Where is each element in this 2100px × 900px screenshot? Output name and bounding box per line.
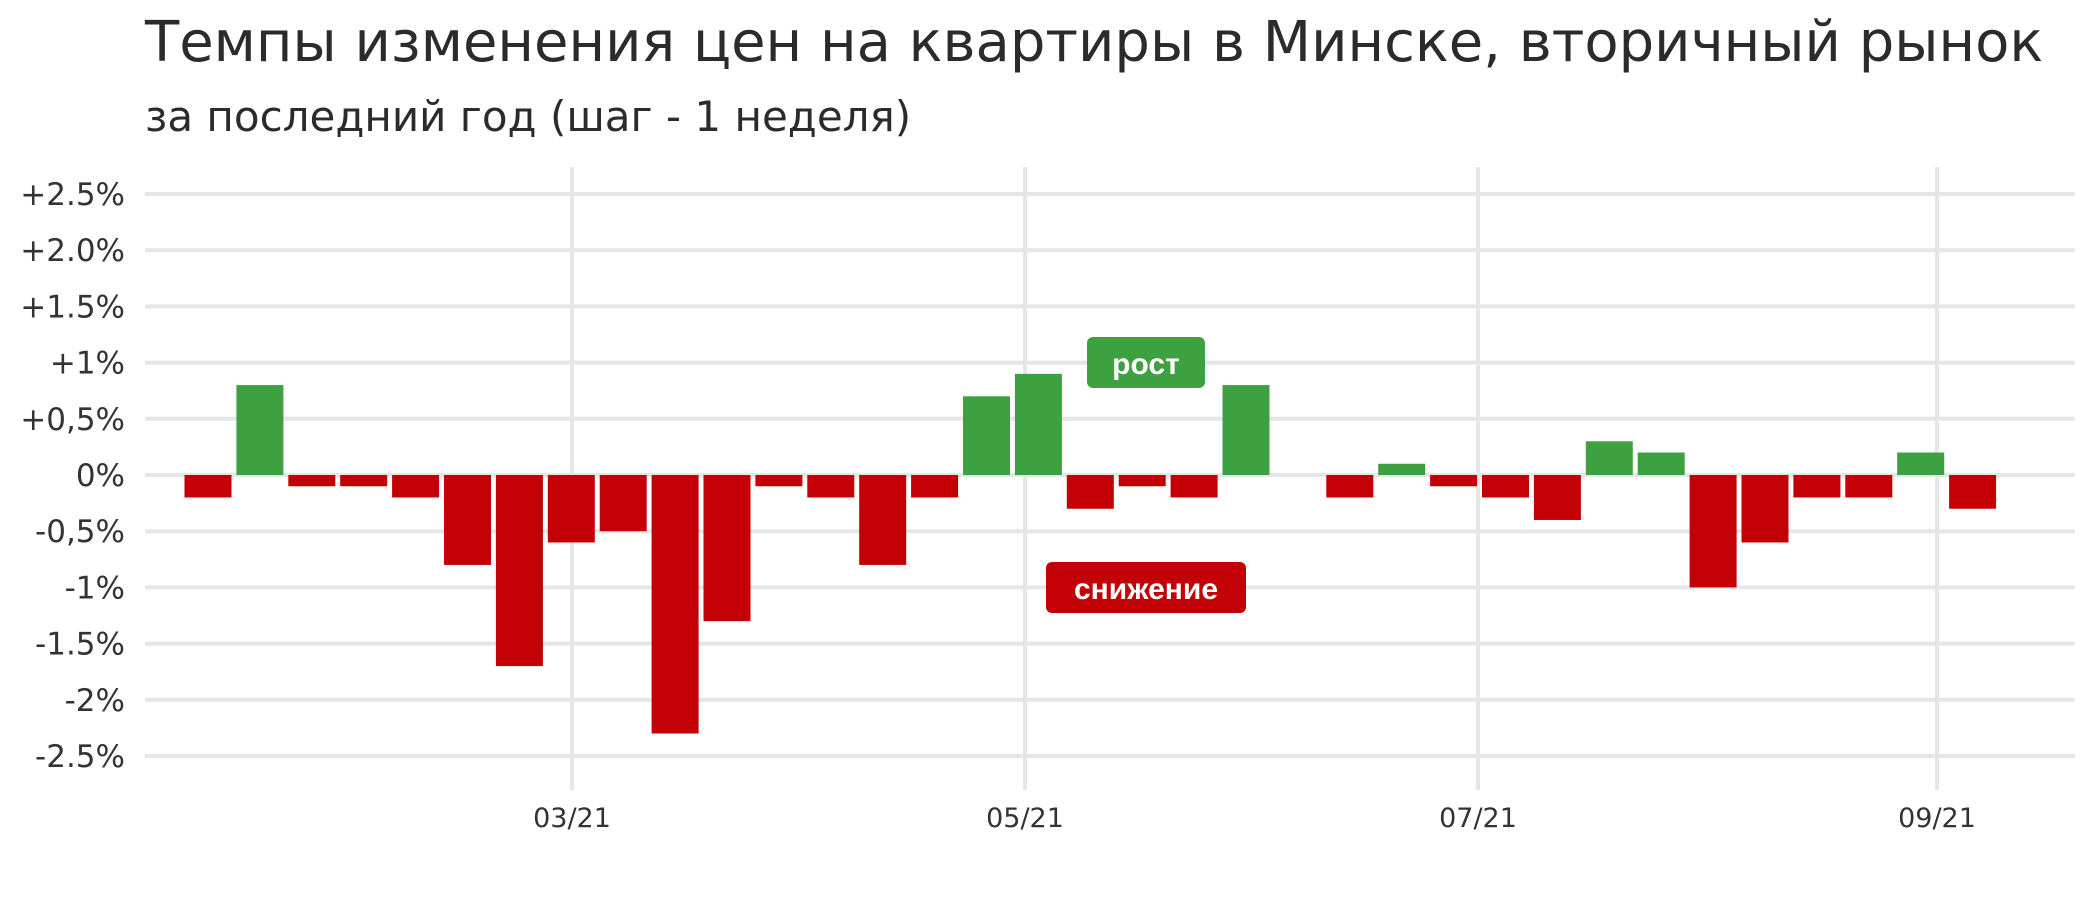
bar-negative xyxy=(1326,475,1374,498)
bar-negative xyxy=(1066,475,1114,509)
bar-negative xyxy=(444,475,491,565)
bar-negative xyxy=(392,475,440,498)
bar-positive xyxy=(1897,452,1945,475)
x-axis-ticks: 03/21 05/21 07/21 09/21 xyxy=(533,803,1976,834)
bars xyxy=(184,373,1997,734)
bar-negative xyxy=(599,475,647,532)
bar-negative xyxy=(859,475,907,565)
bar-negative xyxy=(1741,475,1789,543)
bar-positive xyxy=(1378,463,1426,475)
bar-negative xyxy=(1482,475,1529,498)
y-tick-label: +1.5% xyxy=(20,289,125,325)
legend-label-decline: снижение xyxy=(1074,573,1218,606)
bar-negative xyxy=(1118,475,1166,487)
bar-negative xyxy=(703,475,751,622)
bar-negative xyxy=(1170,475,1218,498)
x-tick-label: 05/21 xyxy=(986,803,1064,834)
y-tick-label: -2% xyxy=(65,683,125,719)
legend-swatch-decline xyxy=(1046,562,1246,613)
y-tick-label: 0% xyxy=(76,458,125,494)
x-tick-label: 09/21 xyxy=(1898,803,1976,834)
legend-label-growth: рост xyxy=(1112,348,1180,381)
bar-negative xyxy=(1845,475,1893,498)
bar-negative xyxy=(1533,475,1581,520)
y-tick-label: -0,5% xyxy=(35,514,125,550)
y-tick-label: +2.0% xyxy=(20,233,125,269)
bar-positive xyxy=(236,385,284,475)
bar-positive xyxy=(1222,385,1270,475)
bar-negative xyxy=(547,475,595,543)
chart-subtitle: за последний год (шаг - 1 неделя) xyxy=(145,92,912,141)
bar-negative xyxy=(495,475,543,667)
bar-negative xyxy=(288,475,336,487)
bar-positive xyxy=(963,396,1010,475)
bar-positive xyxy=(1637,452,1685,475)
bar-negative xyxy=(1430,475,1478,487)
bar-positive xyxy=(1014,373,1062,475)
bar-positive xyxy=(1585,441,1633,475)
y-tick-label: -1.5% xyxy=(35,627,125,663)
legend-swatch-growth xyxy=(1087,337,1205,388)
legend-item-growth: рост xyxy=(1087,337,1205,388)
bar-negative xyxy=(807,475,855,498)
y-axis-ticks: +2.5% +2.0% +1.5% +1% +0,5% 0% -0,5% -1% -1.5% -2… xyxy=(20,177,125,775)
bar-negative xyxy=(1793,475,1841,498)
legend-item-decline: снижение xyxy=(1046,562,1246,613)
y-tick-label: -1% xyxy=(65,570,125,606)
bar-negative xyxy=(1689,475,1737,588)
bar-negative xyxy=(651,475,699,734)
bar-negative xyxy=(1949,475,1997,509)
y-tick-label: -2.5% xyxy=(35,739,125,775)
y-tick-label: +1% xyxy=(50,346,125,382)
x-tick-label: 07/21 xyxy=(1439,803,1517,834)
y-tick-label: +2.5% xyxy=(20,177,125,213)
y-tick-label: +0,5% xyxy=(20,402,125,438)
bar-negative xyxy=(911,475,959,498)
legend: рост снижение xyxy=(1046,337,1246,613)
bar-negative xyxy=(184,475,232,498)
x-tick-label: 03/21 xyxy=(533,803,611,834)
bar-negative xyxy=(755,475,803,487)
chart-title: Темпы изменения цен на квартиры в Минске… xyxy=(145,10,2044,75)
bar-negative xyxy=(340,475,388,487)
